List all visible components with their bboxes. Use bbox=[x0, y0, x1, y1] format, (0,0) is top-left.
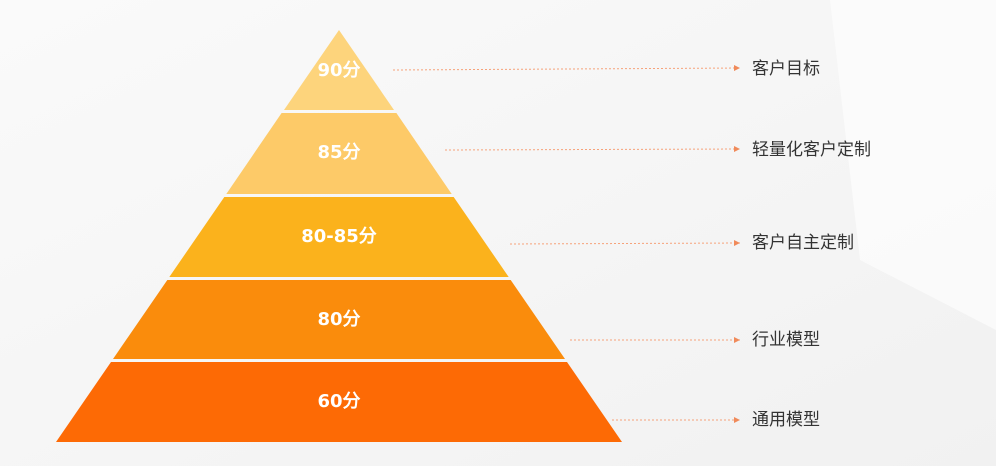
pyramid-layer bbox=[226, 113, 452, 194]
pyramid-layer bbox=[169, 197, 509, 277]
level-description: 行业模型 bbox=[752, 330, 820, 350]
pyramid-layer bbox=[284, 30, 394, 110]
leader-line bbox=[392, 65, 741, 72]
pyramid-layer bbox=[113, 280, 565, 359]
level-score: 85分 bbox=[317, 142, 360, 163]
leader-line bbox=[444, 146, 741, 153]
level-score: 60分 bbox=[317, 391, 360, 412]
pyramid-layer bbox=[56, 362, 622, 442]
level-description: 客户目标 bbox=[752, 59, 820, 79]
level-description: 通用模型 bbox=[752, 410, 820, 430]
level-description: 客户自主定制 bbox=[752, 233, 854, 253]
level-score: 80-85分 bbox=[301, 226, 377, 247]
background-shape bbox=[830, 0, 996, 330]
level-score: 80分 bbox=[317, 309, 360, 330]
level-description: 轻量化客户定制 bbox=[752, 140, 871, 160]
level-score: 90分 bbox=[317, 60, 360, 81]
